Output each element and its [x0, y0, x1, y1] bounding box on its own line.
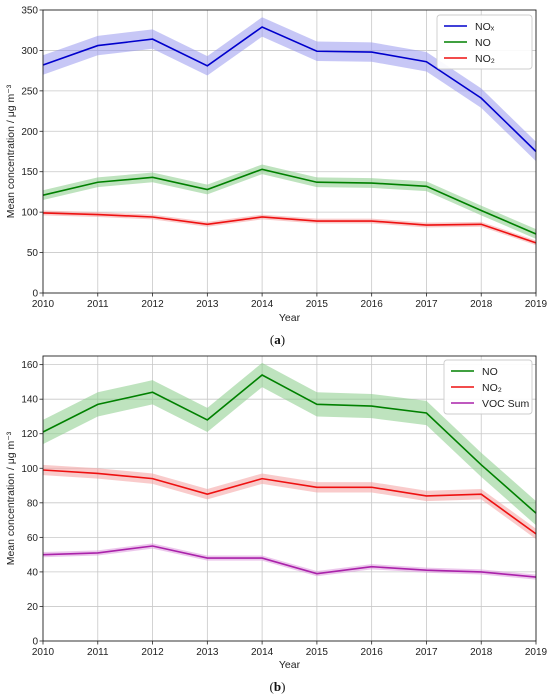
series-line-0 — [42, 374, 537, 514]
x-tick-label: 2012 — [141, 299, 164, 310]
y-tick-label: 100 — [21, 208, 38, 219]
y-tick-label: 250 — [21, 86, 38, 97]
y-tick-label: 120 — [21, 429, 38, 440]
x-tick-label: 2016 — [361, 647, 384, 658]
series-band-0 — [43, 362, 536, 526]
series-line-2 — [42, 212, 537, 244]
series-band-2 — [43, 543, 536, 580]
x-tick-label: 2018 — [470, 647, 493, 658]
x-tick-label: 2017 — [415, 299, 438, 310]
y-axis-label: Mean concentration / μg m⁻³ — [5, 431, 17, 565]
x-tick-label: 2013 — [196, 647, 219, 658]
series-band-0 — [43, 17, 536, 162]
x-tick-label: 2016 — [361, 299, 384, 310]
y-tick-label: 40 — [27, 567, 39, 578]
x-tick-label: 2015 — [306, 299, 329, 310]
legend-label: NO — [482, 366, 498, 378]
x-tick-label: 2019 — [525, 299, 548, 310]
series-line-2 — [42, 545, 537, 578]
legend: NO NO₂ VOC Sum — [443, 359, 533, 415]
x-axis-label: Year — [279, 312, 301, 324]
series-band-1 — [43, 164, 536, 239]
x-tick-label: 2014 — [251, 299, 274, 310]
x-tick-label: 2010 — [32, 647, 55, 658]
y-tick-label: 20 — [27, 602, 39, 613]
series-line-0 — [42, 26, 537, 153]
y-tick-label: 140 — [21, 395, 38, 406]
y-tick-label: 150 — [21, 167, 38, 178]
x-tick-label: 2011 — [87, 647, 109, 658]
x-tick-label: 2014 — [251, 647, 274, 658]
plot-frame — [42, 9, 537, 294]
panel-caption: (b) — [270, 679, 286, 694]
x-tick-label: 2017 — [415, 647, 438, 658]
legend-label: NO — [475, 37, 491, 49]
y-axis-label: Mean concentration / μg m⁻³ — [5, 84, 17, 218]
y-tick-label: 80 — [27, 498, 39, 509]
x-tick-label: 2010 — [32, 299, 55, 310]
x-tick-label: 2019 — [525, 647, 548, 658]
y-tick-label: 60 — [27, 533, 39, 544]
legend: NOₓ NO NO₂ — [436, 14, 533, 70]
x-axis-label: Year — [279, 659, 301, 671]
x-tick-label: 2013 — [196, 299, 219, 310]
series-line-1 — [42, 469, 537, 535]
chart-panel-a: 2010 2011 2012 2013 2014 2015 2016 2017 2018 2019… — [5, 6, 548, 348]
y-tick-label: 50 — [27, 248, 39, 259]
series-band-1 — [43, 464, 536, 540]
x-tick-label: 2012 — [141, 647, 164, 658]
x-tick-label: 2015 — [306, 647, 329, 658]
x-tick-label: 2018 — [470, 299, 493, 310]
legend-label: VOC Sum — [482, 398, 530, 410]
panel-caption: (a) — [270, 332, 285, 347]
y-tick-label: 100 — [21, 464, 38, 475]
legend-label: NO₂ — [482, 382, 502, 394]
y-tick-label: 0 — [32, 637, 38, 648]
legend-box — [436, 14, 533, 70]
y-tick-label: 200 — [21, 127, 38, 138]
y-tick-label: 350 — [21, 6, 38, 17]
legend-label: NOₓ — [475, 21, 495, 33]
legend-label: NO₂ — [475, 53, 495, 65]
plot-frame — [42, 355, 537, 642]
legend-box — [443, 359, 533, 415]
y-tick-label: 300 — [21, 46, 38, 57]
y-tick-label: 0 — [32, 289, 38, 300]
y-tick-label: 160 — [21, 360, 38, 371]
x-tick-label: 2011 — [87, 299, 109, 310]
series-line-1 — [42, 168, 537, 235]
chart-panel-b: 2010 2011 2012 2013 2014 2015 2016 2017 2018 2019… — [5, 355, 548, 694]
